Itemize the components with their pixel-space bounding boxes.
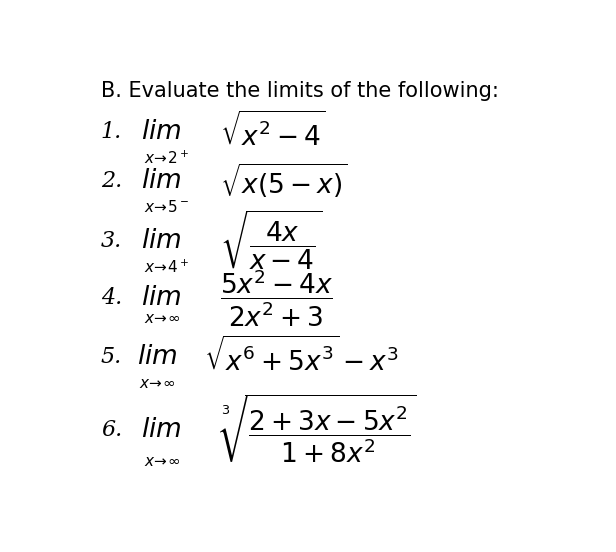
Text: $\sqrt{x(5-x)}$: $\sqrt{x(5-x)}$ [221, 162, 348, 200]
Text: 4.: 4. [101, 287, 122, 309]
Text: $x\!\to\!5^-$: $x\!\to\!5^-$ [144, 199, 188, 215]
Text: $\sqrt{x^6+5x^3}-x^3$: $\sqrt{x^6+5x^3}-x^3$ [203, 338, 398, 377]
Text: $\mathit{lim}$: $\mathit{lim}$ [142, 168, 182, 194]
Text: 5.: 5. [101, 347, 122, 368]
Text: $\mathit{lim}$: $\mathit{lim}$ [142, 285, 182, 311]
Text: $x\!\to\!\infty$: $x\!\to\!\infty$ [144, 454, 180, 469]
Text: $x\!\to\!\infty$: $x\!\to\!\infty$ [144, 311, 180, 326]
Text: $\sqrt[3]{\dfrac{2+3x-5x^2}{1+8x^2}}$: $\sqrt[3]{\dfrac{2+3x-5x^2}{1+8x^2}}$ [218, 393, 417, 466]
Text: $x\!\to\!\infty$: $x\!\to\!\infty$ [139, 376, 175, 391]
Text: $\sqrt{\dfrac{4x}{x-4}}$: $\sqrt{\dfrac{4x}{x-4}}$ [221, 209, 323, 273]
Text: $\dfrac{5x^2-4x}{2x^2+3}$: $\dfrac{5x^2-4x}{2x^2+3}$ [221, 267, 333, 328]
Text: 3.: 3. [101, 230, 122, 252]
Text: $x\!\to\!4^+$: $x\!\to\!4^+$ [144, 258, 188, 275]
Text: 6.: 6. [101, 418, 122, 440]
Text: $x\!\to\!2^+$: $x\!\to\!2^+$ [144, 150, 188, 167]
Text: B. Evaluate the limits of the following:: B. Evaluate the limits of the following: [101, 81, 499, 101]
Text: $\mathit{lim}$: $\mathit{lim}$ [142, 417, 182, 443]
Text: $\mathit{lim}$: $\mathit{lim}$ [142, 119, 182, 145]
Text: 2.: 2. [101, 170, 122, 192]
Text: $\mathit{lim}$: $\mathit{lim}$ [137, 344, 177, 370]
Text: $\mathit{lim}$: $\mathit{lim}$ [142, 227, 182, 253]
Text: $\sqrt{x^2-4}$: $\sqrt{x^2-4}$ [221, 113, 326, 151]
Text: 1.: 1. [101, 121, 122, 143]
